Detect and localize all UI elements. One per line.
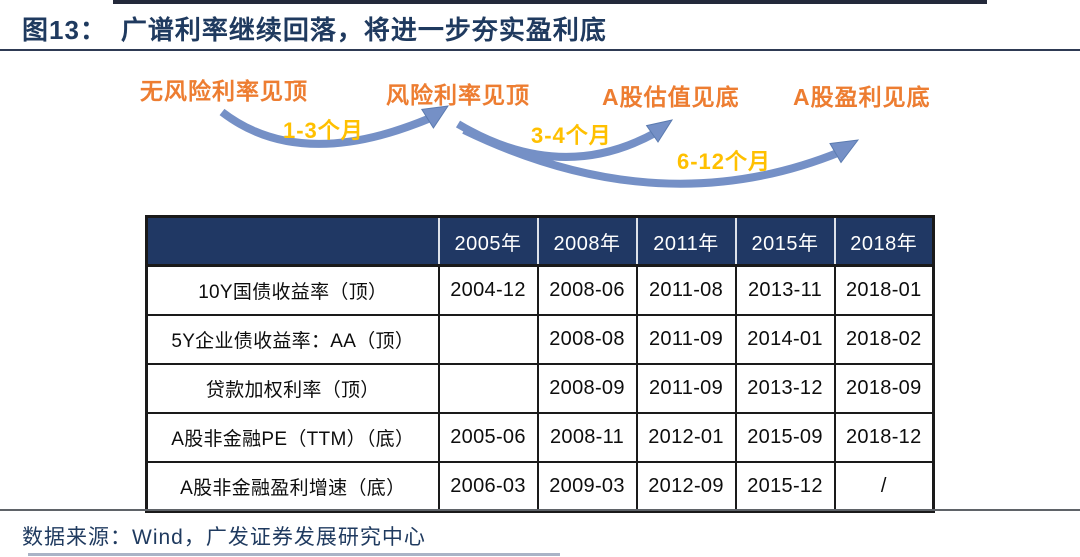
table-cell: 2013-11 xyxy=(734,264,836,316)
table-cell: 2008-11 xyxy=(536,412,638,463)
row-label-a-share-nonfinancial-pe: A股非金融PE（TTM）（底） xyxy=(145,412,440,463)
table-row: 10Y国债收益率（顶） 2004-12 2008-06 2011-08 2013… xyxy=(145,264,935,316)
table-cell: 2004-12 xyxy=(437,264,539,316)
table-cell: 2011-09 xyxy=(635,363,737,414)
table-cell: 2009-03 xyxy=(536,461,638,513)
flow-stage-a-share-earnings-bottom: A股盈利见底 xyxy=(793,84,931,110)
row-label-5y-corporate-bond-yield: 5Y企业债收益率：AA（顶） xyxy=(145,314,440,365)
table-cell: 2008-08 xyxy=(536,314,638,365)
curved-arrow-1 xyxy=(219,108,430,148)
table-row: A股非金融PE（TTM）（底） 2005-06 2008-11 2012-01 … xyxy=(145,412,935,463)
table-cell: 2018-01 xyxy=(833,264,935,316)
duration-label-1-3-months: 1-3个月 xyxy=(283,118,364,143)
table-cell: 2011-08 xyxy=(635,264,737,316)
source-divider xyxy=(0,509,1080,511)
table-cell: 2008-06 xyxy=(536,264,638,316)
table-cell: 2006-03 xyxy=(437,461,539,513)
table-cell: 2011-09 xyxy=(635,314,737,365)
table-cell: 2018-02 xyxy=(833,314,935,365)
table-header-2005: 2005年 xyxy=(438,216,539,267)
table-header-2018: 2018年 xyxy=(834,216,934,267)
table-cell: 2018-12 xyxy=(833,412,935,463)
timeline-table: 2005年 2008年 2011年 2015年 2018年 10Y国债收益率（顶… xyxy=(145,215,935,513)
bottom-crop-line xyxy=(28,553,560,556)
arrowhead-2 xyxy=(645,119,674,143)
top-crop-bar xyxy=(113,0,987,4)
table-header-2015: 2015年 xyxy=(735,216,836,267)
duration-label-6-12-months: 6-12个月 xyxy=(677,149,772,174)
table-cell: 2013-12 xyxy=(734,363,836,414)
flow-stage-risk-rate-top: 风险利率见顶 xyxy=(386,82,530,108)
arrowhead-1 xyxy=(420,105,450,129)
table-header-row: 2005年 2008年 2011年 2015年 2018年 xyxy=(146,216,934,267)
table-cell: 2015-12 xyxy=(734,461,836,513)
table-header-empty xyxy=(146,216,440,267)
data-source-text: 数据来源：Wind，广发证券发展研究中心 xyxy=(22,526,426,549)
table-cell: 2008-09 xyxy=(536,363,638,414)
flow-arrows xyxy=(219,105,860,188)
table-cell xyxy=(437,363,539,414)
row-label-10y-treasury-yield: 10Y国债收益率（顶） xyxy=(145,264,440,316)
curved-arrow-3 xyxy=(462,126,842,188)
table-cell xyxy=(437,314,539,365)
flow-stage-risk-free-rate-top: 无风险利率见顶 xyxy=(140,78,308,104)
table-header-2008: 2008年 xyxy=(537,216,638,267)
row-label-weighted-loan-rate: 贷款加权利率（顶） xyxy=(145,363,440,414)
table-row: 5Y企业债收益率：AA（顶） 2008-08 2011-09 2014-01 2… xyxy=(145,314,935,365)
figure-number-label: 图13： xyxy=(22,15,107,45)
table-header-2011: 2011年 xyxy=(636,216,737,267)
table-cell: 2015-09 xyxy=(734,412,836,463)
table-cell: 2005-06 xyxy=(437,412,539,463)
table-cell: / xyxy=(833,461,935,513)
title-divider xyxy=(0,49,1080,51)
table-cell: 2012-09 xyxy=(635,461,737,513)
figure-title-text: 广谱利率继续回落，将进一步夯实盈利底 xyxy=(120,15,607,45)
flow-stage-a-share-valuation-bottom: A股估值见底 xyxy=(602,84,740,110)
flow-diagram: 无风险利率见顶 风险利率见顶 A股估值见底 A股盈利见底 1-3个月 3-4个月… xyxy=(0,56,1080,208)
table-row: A股非金融盈利增速（底） 2006-03 2009-03 2012-09 201… xyxy=(145,461,935,513)
table-row: 贷款加权利率（顶） 2008-09 2011-09 2013-12 2018-0… xyxy=(145,363,935,414)
table-cell: 2018-09 xyxy=(833,363,935,414)
table-cell: 2014-01 xyxy=(734,314,836,365)
table-cell: 2012-01 xyxy=(635,412,737,463)
row-label-a-share-nonfinancial-profit-growth: A股非金融盈利增速（底） xyxy=(145,461,440,513)
arrowhead-3 xyxy=(829,139,860,164)
duration-label-3-4-months: 3-4个月 xyxy=(531,123,612,148)
figure-title: 图13： 广谱利率继续回落，将进一步夯实盈利底 xyxy=(22,10,607,47)
